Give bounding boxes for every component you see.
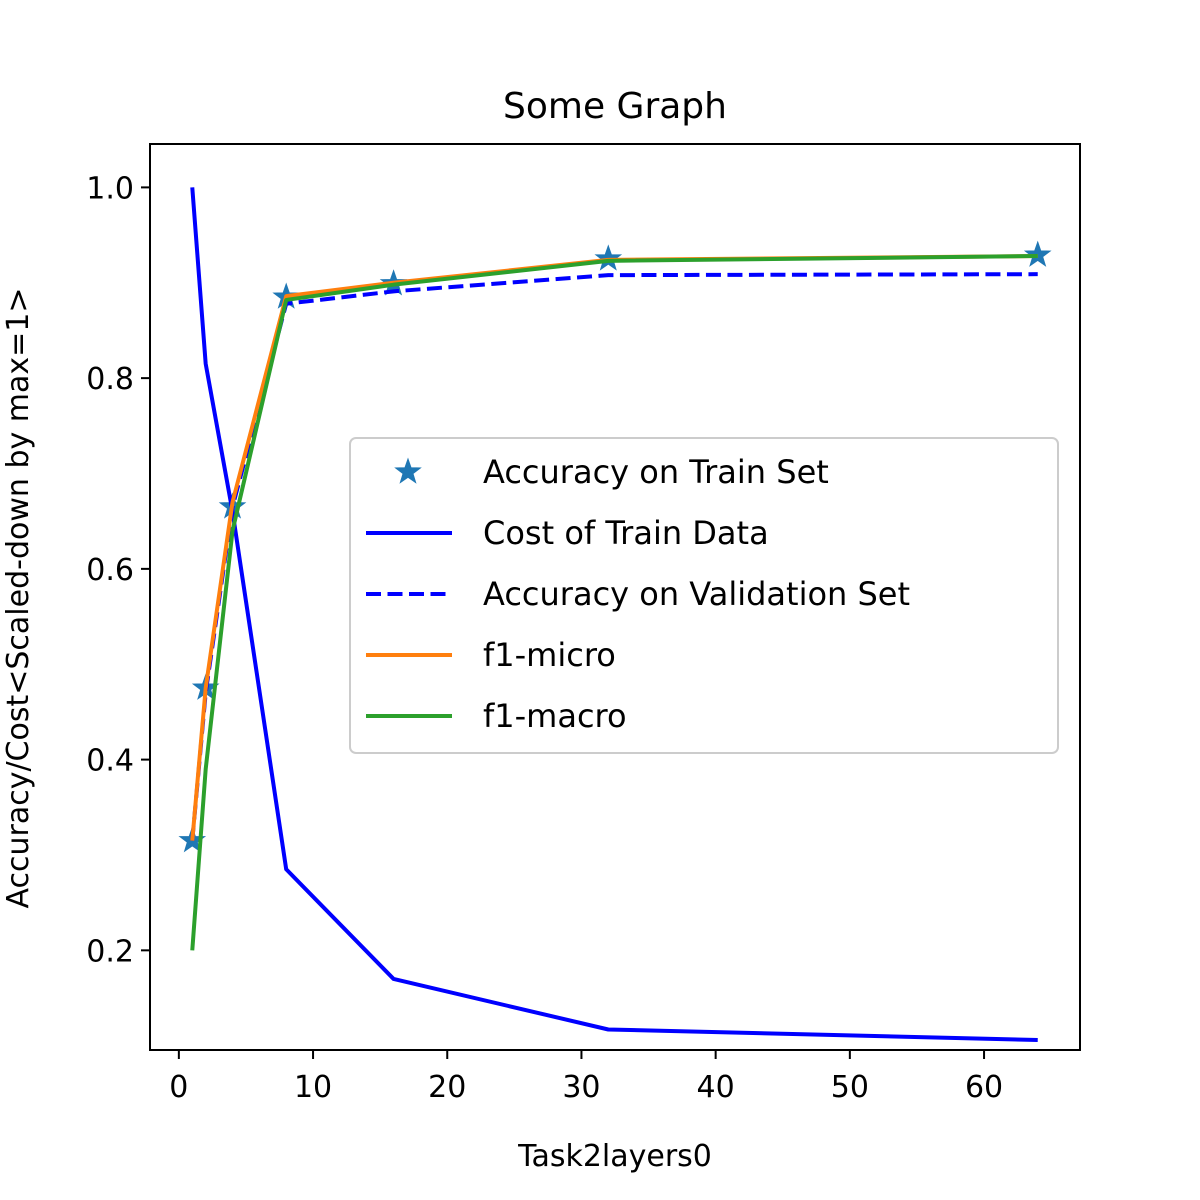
legend: Accuracy on Train Set Cost of Train Data A… (349, 437, 1059, 754)
legend-item-accuracy-on-validation-set: Accuracy on Validation Set (366, 575, 910, 613)
chart-title: Some Graph (503, 86, 727, 127)
x-tick-label-40: 40 (697, 1070, 735, 1105)
series-line-cost-of-train-data (190, 187, 1038, 1042)
x-tick-label-30: 30 (562, 1070, 600, 1105)
legend-item-f1-macro: f1-macro (366, 697, 627, 735)
legend-item-cost-of-train-data: Cost of Train Data (366, 514, 769, 552)
axes: 0 10 20 30 40 50 60 0.2 0.4 0.6 0.8 1.0 (86, 143, 1081, 1105)
legend-item-f1-micro: f1-micro (366, 636, 616, 674)
x-tick-label-60: 60 (965, 1070, 1003, 1105)
plot-area (178, 187, 1052, 1042)
x-tick-label-0: 0 (169, 1070, 188, 1105)
x-tick-label-50: 50 (831, 1070, 869, 1105)
legend-label-f1-macro: f1-macro (483, 697, 627, 735)
legend-item-accuracy-on-train-set: Accuracy on Train Set (394, 453, 829, 491)
y-tick-label-0.6: 0.6 (86, 553, 134, 588)
series-line-f1-macro (190, 254, 1038, 951)
y-tick-label-0.4: 0.4 (86, 744, 134, 779)
x-tick-label-10: 10 (294, 1070, 332, 1105)
legend-box (349, 437, 1059, 754)
y-tick-label-0.8: 0.8 (86, 362, 134, 397)
legend-label-cost-of-train-data: Cost of Train Data (483, 514, 769, 552)
point-accuracy-on-train-set-64 (1023, 240, 1052, 267)
legend-label-accuracy-on-validation-set: Accuracy on Validation Set (483, 575, 910, 613)
legend-label-accuracy-on-train-set: Accuracy on Train Set (483, 453, 829, 491)
y-tick-label-0.2: 0.2 (86, 934, 134, 969)
plot-frame (149, 143, 1081, 1051)
x-tick-label-20: 20 (428, 1070, 466, 1105)
x-axis-label: Task2layers0 (517, 1139, 712, 1174)
legend-marker-accuracy-on-train-set (394, 457, 422, 484)
y-tick-label-1: 1.0 (86, 171, 134, 206)
point-accuracy-on-train-set-32 (594, 244, 623, 271)
y-axis-label: Accuracy/Cost<Scaled-down by max=1> (1, 287, 36, 908)
legend-label-f1-micro: f1-micro (483, 636, 616, 674)
